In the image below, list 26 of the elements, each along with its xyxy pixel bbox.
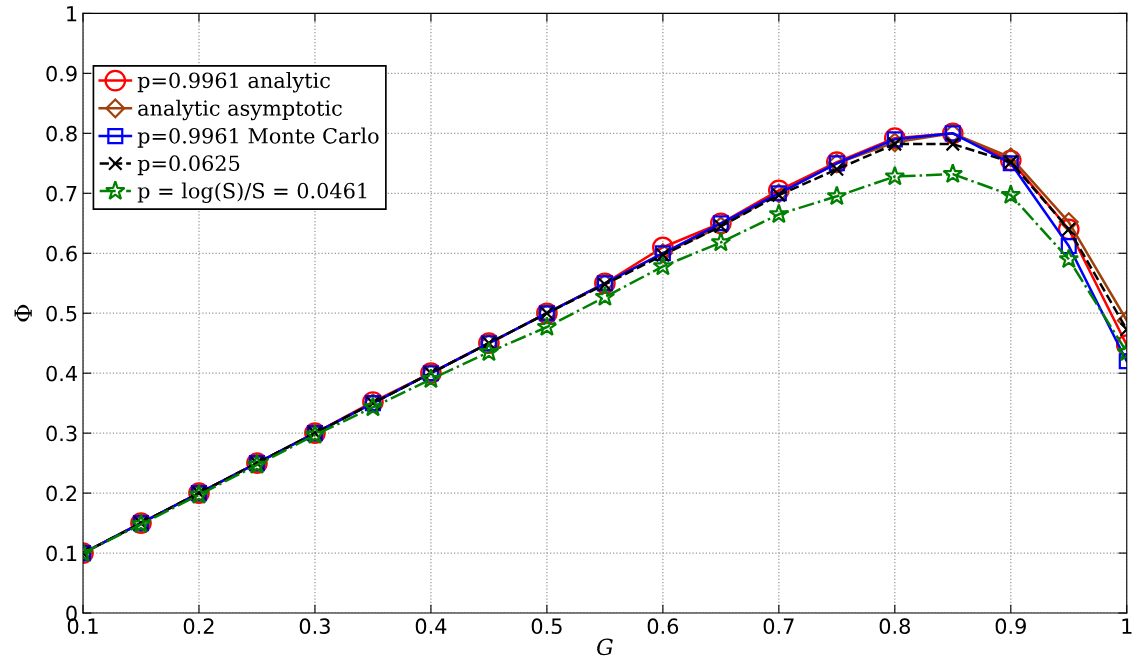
legend-label: p=0.9961 Monte Carlo xyxy=(137,127,379,148)
y-tick-label: 0.5 xyxy=(46,305,77,322)
y-tick-label: 0.4 xyxy=(46,365,77,382)
x-axis-title: G xyxy=(597,638,613,656)
legend-label: analytic asymptotic xyxy=(138,99,342,121)
x-tick-label: 0.8 xyxy=(879,618,910,635)
x-tick-label: 0.9 xyxy=(995,618,1026,635)
y-tick-label: 0.2 xyxy=(46,485,77,502)
legend-label: p=0.9961 analytic xyxy=(137,72,330,93)
y-tick-label: 0.6 xyxy=(46,245,77,262)
x-tick-label: 0.3 xyxy=(299,618,330,635)
x-tick-label: 0.7 xyxy=(763,618,794,635)
x-tick-label: 0.5 xyxy=(531,618,562,635)
x-tick-label: 0.2 xyxy=(183,618,214,635)
y-tick-label: 0.3 xyxy=(46,425,77,442)
y-tick-label: 0.1 xyxy=(46,545,77,562)
legend-label: p = log(S)/S = 0.0461 xyxy=(137,182,367,203)
legend-label: p=0.0625 xyxy=(137,155,240,176)
y-tick-label: 0.7 xyxy=(46,185,77,202)
x-tick-label: 1 xyxy=(1122,618,1132,634)
x-tick-label: 0.4 xyxy=(415,618,447,635)
y-tick-label: 0.8 xyxy=(46,125,77,142)
y-tick-label: 1 xyxy=(67,6,77,22)
y-tick-label: 0.9 xyxy=(46,65,77,82)
x-tick-label: 0.6 xyxy=(647,618,679,635)
y-axis-title: Φ xyxy=(14,304,32,322)
